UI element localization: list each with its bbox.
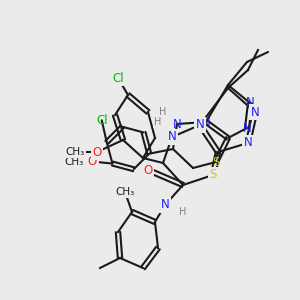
Text: N: N (250, 106, 260, 118)
Text: N: N (196, 118, 204, 131)
Text: S: S (212, 155, 220, 169)
Text: Cl: Cl (96, 114, 108, 127)
Text: O: O (92, 146, 102, 158)
Text: N: N (172, 118, 182, 130)
Text: O: O (143, 164, 153, 176)
Text: H: H (179, 207, 187, 217)
Text: CH₃: CH₃ (65, 157, 84, 166)
Text: H: H (159, 107, 167, 117)
Text: S: S (209, 169, 217, 182)
Text: N: N (244, 136, 252, 149)
Text: N: N (202, 116, 210, 128)
Text: N: N (160, 199, 169, 212)
Text: Cl: Cl (112, 71, 124, 85)
Text: CH₃: CH₃ (116, 187, 135, 197)
Text: O: O (88, 155, 97, 168)
Text: N: N (246, 97, 254, 110)
Text: N: N (168, 130, 176, 143)
Text: CH₃: CH₃ (65, 147, 85, 157)
Text: N: N (243, 122, 251, 134)
Text: H: H (154, 117, 162, 127)
